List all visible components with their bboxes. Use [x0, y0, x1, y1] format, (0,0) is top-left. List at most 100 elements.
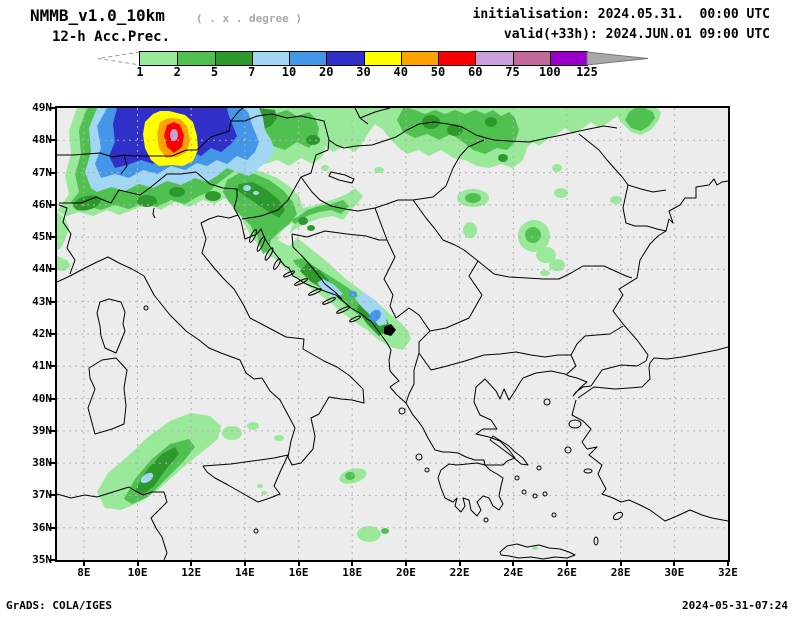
colorbar-level-label: 60 — [468, 65, 483, 79]
colorbar-segment-60 — [475, 52, 513, 65]
lon-label-24E: 24E — [503, 566, 524, 579]
lat-tick — [49, 203, 56, 206]
lon-tick — [82, 560, 85, 566]
colorbar-level-label: 125 — [576, 65, 598, 79]
colorbar-level-label: 20 — [319, 65, 334, 79]
colorbar-level-label: 30 — [356, 65, 371, 79]
colorbar-segment-100 — [549, 52, 587, 65]
lon-tick — [673, 560, 676, 566]
init-time: initialisation: 2024.05.31. 00:00 UTC — [472, 7, 770, 22]
footer-timestamp: 2024-05-31-07:24 — [682, 599, 788, 612]
colorbar-segment-75 — [512, 52, 550, 65]
colorbar-segment-5 — [214, 52, 252, 65]
valid-time: valid(+33h): 2024.JUN.01 09:00 UTC — [503, 27, 770, 42]
lon-tick — [351, 560, 354, 566]
product-title: 12-h Acc.Prec. — [52, 29, 171, 45]
lon-label-28E: 28E — [610, 566, 631, 579]
lat-tick — [49, 558, 56, 561]
colorbar-level-label: 7 — [248, 65, 256, 79]
lat-tick — [49, 332, 56, 335]
lat-label-49N: 49N — [32, 101, 52, 114]
colorbar-segment-2 — [177, 52, 215, 65]
footer-grads-credit: GrADS: COLA/IGES — [6, 599, 112, 612]
lon-tick — [619, 560, 622, 566]
lat-label-42N: 42N — [32, 326, 52, 340]
lon-label-26E: 26E — [557, 566, 577, 579]
colorbar-segment-40 — [400, 52, 438, 65]
colorbar: 1 2 5 7 10 20 30 40 50 60 75 100 125 — [95, 51, 655, 81]
lon-tick — [190, 560, 193, 566]
lake-layer — [152, 171, 396, 336]
lon-label-16E: 16E — [288, 566, 309, 579]
lon-label-30E: 30E — [664, 566, 685, 579]
precip-layer — [57, 108, 661, 550]
lon-label-10E: 10E — [127, 566, 148, 579]
lake-balaton — [328, 171, 355, 184]
lat-tick — [49, 429, 56, 432]
colorbar-level-label: 2 — [173, 65, 181, 79]
lat-label-35N: 35N — [32, 552, 52, 566]
lat-label-41N: 41N — [32, 359, 52, 373]
lat-tick — [49, 236, 56, 239]
map-frame — [55, 106, 730, 562]
lon-tick — [404, 560, 407, 566]
lat-label-46N: 46N — [32, 197, 52, 211]
lon-label-14E: 14E — [234, 566, 255, 579]
lat-label-38N: 38N — [32, 456, 52, 470]
colorbar-segment-7 — [251, 52, 289, 65]
lat-tick — [49, 139, 56, 142]
lat-tick — [49, 494, 56, 497]
lat-tick — [49, 171, 56, 174]
colorbar-left-arrow-icon — [97, 51, 141, 66]
colorbar-segment-10 — [289, 52, 327, 65]
border-layer — [57, 107, 667, 404]
lon-tick — [243, 560, 246, 566]
lon-label-18E: 18E — [342, 566, 363, 579]
lat-label-48N: 48N — [32, 133, 52, 147]
colorbar-segments — [139, 51, 588, 66]
colorbar-level-label: 10 — [281, 65, 297, 79]
coastline-layer — [56, 178, 729, 561]
right-arrow-shape — [586, 51, 649, 66]
lat-tick — [49, 365, 56, 368]
lon-tick — [136, 560, 139, 566]
colorbar-segment-50 — [438, 52, 476, 65]
lat-tick — [49, 107, 56, 109]
lat-label-44N: 44N — [32, 262, 52, 276]
lon-tick — [297, 560, 300, 566]
lon-tick — [458, 560, 461, 566]
colorbar-segment-30 — [363, 52, 401, 65]
colorbar-labels: 1 2 5 7 10 20 30 40 50 60 75 100 125 — [136, 64, 599, 80]
colorbar-level-label: 100 — [538, 65, 561, 79]
map-canvas — [56, 107, 729, 561]
colorbar-level-label: 75 — [505, 65, 520, 79]
lat-tick — [49, 462, 56, 465]
colorbar-segment-1 — [140, 52, 178, 65]
lat-label-37N: 37N — [32, 488, 52, 502]
left-arrow-shape — [97, 51, 141, 66]
lat-label-47N: 47N — [32, 165, 52, 179]
lat-label-39N: 39N — [32, 423, 52, 437]
lon-label-32E: 32E — [718, 566, 738, 579]
colorbar-level-label: 1 — [136, 65, 144, 79]
lake-garda — [152, 207, 156, 219]
lat-label-45N: 45N — [32, 230, 52, 244]
colorbar-level-label: 5 — [210, 65, 219, 79]
resolution-note: ( . x . degree ) — [196, 12, 302, 25]
lon-tick — [512, 560, 515, 566]
lon-label-8E: 8E — [77, 566, 91, 579]
lat-tick — [49, 268, 56, 271]
colorbar-segment-20 — [326, 52, 364, 65]
lat-label-36N: 36N — [32, 520, 52, 534]
model-title: NMMB_v1.0_10km — [30, 6, 165, 25]
lon-tick — [726, 560, 729, 566]
lon-label-12E: 12E — [181, 566, 202, 579]
colorbar-level-label: 50 — [430, 65, 446, 79]
lon-tick — [565, 560, 568, 566]
colorbar-right-arrow-icon — [586, 51, 649, 66]
lake-skadar — [384, 324, 396, 336]
lon-label-20E: 20E — [395, 566, 416, 579]
lat-tick — [49, 526, 56, 529]
lon-label-22E: 22E — [449, 566, 470, 579]
